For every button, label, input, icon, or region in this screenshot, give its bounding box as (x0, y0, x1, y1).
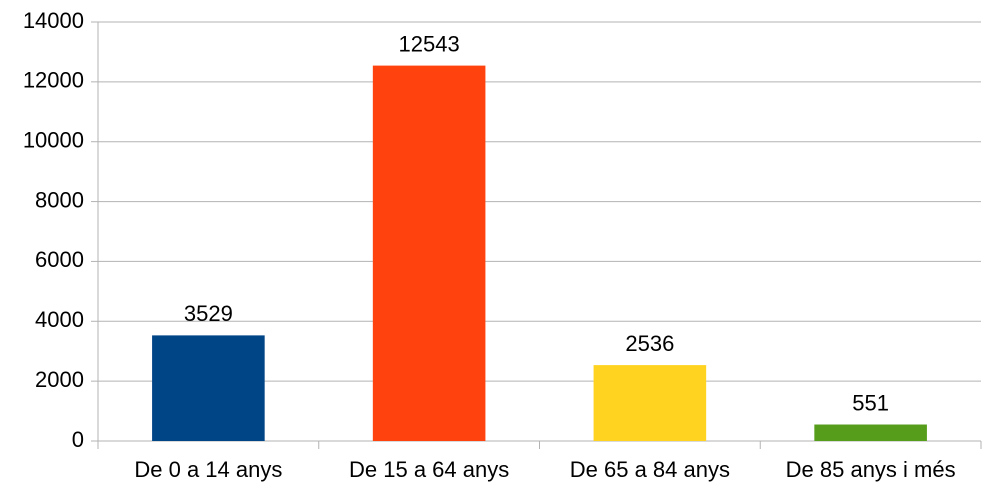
data-label: 2536 (625, 331, 674, 356)
y-tick-label: 12000 (23, 68, 84, 93)
data-label: 12543 (399, 31, 460, 56)
bar (152, 335, 265, 441)
x-tick-label: De 0 a 14 anys (134, 457, 282, 482)
y-tick-label: 2000 (35, 367, 84, 392)
data-label: 551 (852, 390, 889, 415)
data-label: 3529 (184, 301, 233, 326)
y-tick-label: 10000 (23, 128, 84, 153)
x-tick-label: De 65 a 84 anys (570, 457, 730, 482)
bar (372, 65, 486, 441)
x-tick-label: De 85 anys i més (786, 457, 956, 482)
y-tick-label: 14000 (23, 8, 84, 33)
y-tick-label: 4000 (35, 307, 84, 332)
bar (593, 365, 707, 441)
y-tick-label: 8000 (35, 187, 84, 212)
bar (814, 424, 927, 441)
x-tick-label: De 15 a 64 anys (349, 457, 509, 482)
y-tick-label: 6000 (35, 247, 84, 272)
y-tick-label: 0 (72, 427, 84, 452)
